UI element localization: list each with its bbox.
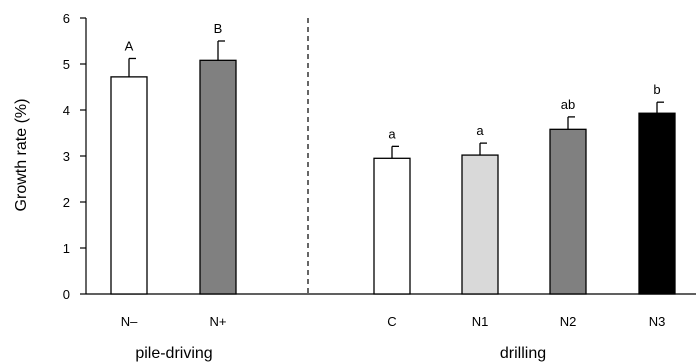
y-tick-label: 2 <box>63 195 70 210</box>
y-tick-label: 1 <box>63 241 70 256</box>
bar <box>110 76 148 295</box>
significance-label: a <box>388 126 396 141</box>
group-label-drilling: drilling <box>500 345 546 362</box>
significance-label: a <box>476 123 484 138</box>
y-tick-label: 3 <box>63 149 70 164</box>
x-category-label: N2 <box>560 314 577 329</box>
significance-label: B <box>214 21 223 36</box>
y-tick-label: 0 <box>63 287 70 302</box>
y-tick-label: 6 <box>63 11 70 26</box>
bars: A Ba a ab b <box>110 21 676 295</box>
x-category-label: N3 <box>649 314 666 329</box>
y-axis-title: Growth rate (%) <box>13 99 30 212</box>
significance-label: b <box>653 82 660 97</box>
bar <box>638 112 676 295</box>
x-category-label: N+ <box>210 314 227 329</box>
y-tick-label: 5 <box>63 57 70 72</box>
significance-label: ab <box>561 97 575 112</box>
x-category-label: N1 <box>472 314 489 329</box>
bar <box>549 128 587 295</box>
x-labels: N– N+ C N1 N2 N3 <box>121 314 666 329</box>
bar <box>199 59 237 295</box>
bar <box>461 154 499 295</box>
x-category-label: C <box>387 314 396 329</box>
group-label-pile-driving: pile-driving <box>135 345 212 362</box>
y-ticks: 0 1 2 3 4 5 6 <box>63 11 86 302</box>
x-category-label: N– <box>121 314 138 329</box>
significance-label: A <box>125 38 134 53</box>
bar <box>373 157 411 295</box>
y-tick-label: 4 <box>63 103 70 118</box>
